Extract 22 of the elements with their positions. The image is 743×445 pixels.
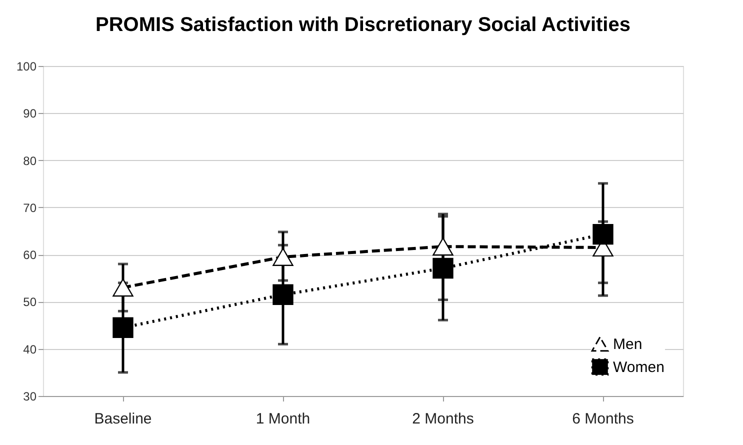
legend-label: Women [613, 359, 664, 376]
x-tick-label: Baseline [94, 410, 152, 428]
x-tick-label: 6 Months [572, 410, 634, 428]
y-tick-label: 90 [23, 106, 37, 121]
point [272, 248, 294, 266]
y-tick-label: 70 [23, 200, 37, 215]
point [112, 317, 134, 338]
point [432, 238, 454, 256]
x-tick-label: 1 Month [256, 410, 310, 428]
point [272, 284, 294, 305]
y-tick-label: 50 [23, 295, 37, 310]
y-tick-label: 30 [23, 390, 37, 404]
x-tick-label: 2 Months [412, 410, 474, 428]
y-tick-label: 80 [23, 154, 37, 168]
point [112, 278, 134, 297]
y-tick-label: 40 [23, 342, 37, 356]
chart-title: PROMIS Satisfaction with Discretionary Social Activities [96, 14, 630, 36]
legend-label: Men [613, 336, 642, 353]
y-tick-label: 60 [23, 248, 37, 262]
point [432, 258, 454, 279]
y-tick-label: 100 [16, 60, 37, 74]
point [592, 224, 614, 245]
